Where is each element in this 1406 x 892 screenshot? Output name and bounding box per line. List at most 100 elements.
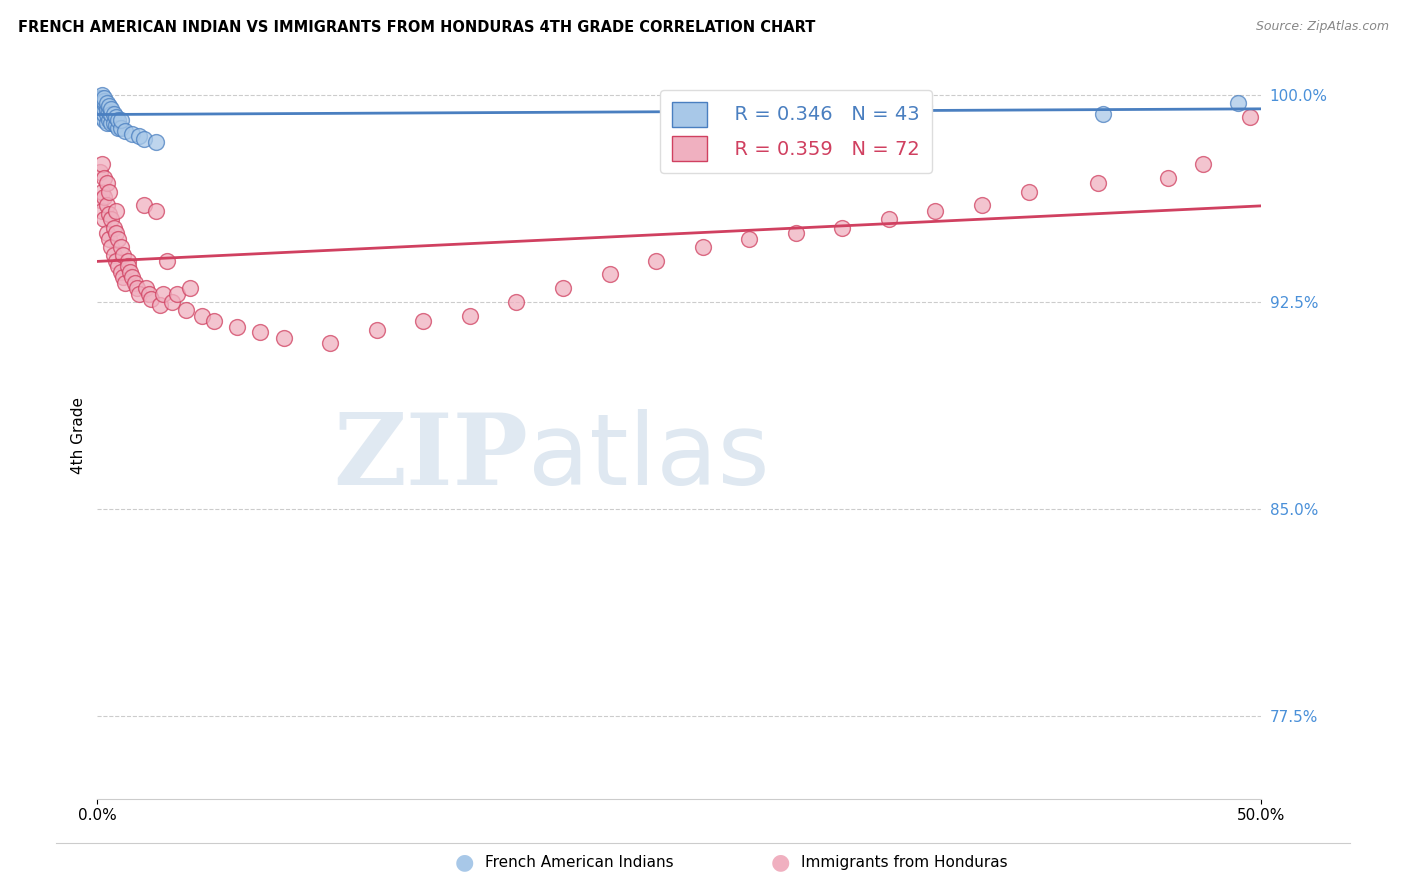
Point <box>93 96 115 111</box>
Point <box>103 220 125 235</box>
Point <box>273 331 295 345</box>
Point <box>91 185 114 199</box>
Point <box>924 204 946 219</box>
Point <box>107 259 129 273</box>
Point <box>98 231 121 245</box>
Point <box>166 286 188 301</box>
Point <box>100 107 122 121</box>
Point <box>103 248 125 262</box>
Point <box>599 268 621 282</box>
Point <box>93 94 115 108</box>
Point <box>100 240 122 254</box>
Text: atlas: atlas <box>529 409 769 506</box>
Point <box>89 165 111 179</box>
Point <box>89 193 111 207</box>
Point <box>96 198 118 212</box>
Point <box>128 286 150 301</box>
Point <box>118 265 141 279</box>
Text: Source: ZipAtlas.com: Source: ZipAtlas.com <box>1256 20 1389 33</box>
Point <box>93 170 115 185</box>
Point <box>100 116 122 130</box>
Point <box>89 91 111 105</box>
Point <box>319 336 342 351</box>
Point <box>93 102 115 116</box>
Point <box>110 112 132 127</box>
Point <box>125 281 148 295</box>
Point <box>128 129 150 144</box>
Point <box>174 303 197 318</box>
Point <box>103 116 125 130</box>
Point <box>110 265 132 279</box>
Point <box>117 253 139 268</box>
Point <box>96 107 118 121</box>
Point <box>107 121 129 136</box>
Point <box>103 107 125 121</box>
Point <box>98 99 121 113</box>
Point <box>149 298 172 312</box>
Point <box>1239 110 1261 124</box>
Point <box>114 276 136 290</box>
Point <box>1087 177 1109 191</box>
Point <box>100 102 122 116</box>
Point <box>89 94 111 108</box>
Point <box>91 94 114 108</box>
Text: FRENCH AMERICAN INDIAN VS IMMIGRANTS FROM HONDURAS 4TH GRADE CORRELATION CHART: FRENCH AMERICAN INDIAN VS IMMIGRANTS FRO… <box>18 20 815 35</box>
Point <box>98 207 121 221</box>
Point <box>96 102 118 116</box>
Point <box>121 127 143 141</box>
Point <box>970 198 993 212</box>
Point <box>138 286 160 301</box>
Point <box>160 295 183 310</box>
Point <box>249 326 271 340</box>
Point <box>110 121 132 136</box>
Point <box>1192 157 1215 171</box>
Point <box>100 212 122 227</box>
Point <box>551 281 574 295</box>
Point <box>91 99 114 113</box>
Point <box>202 314 225 328</box>
Point <box>93 91 115 105</box>
Point <box>912 99 935 113</box>
Point <box>412 314 434 328</box>
Point <box>124 276 146 290</box>
Point <box>179 281 201 295</box>
Point <box>104 204 127 219</box>
Point <box>93 112 115 127</box>
Point <box>785 226 807 240</box>
Point <box>104 119 127 133</box>
Point <box>135 281 157 295</box>
Point <box>738 231 761 245</box>
Point <box>89 104 111 119</box>
Point <box>96 177 118 191</box>
Point <box>93 190 115 204</box>
Point <box>226 319 249 334</box>
Point <box>139 293 162 307</box>
Point <box>104 226 127 240</box>
Point <box>91 204 114 219</box>
Point <box>93 107 115 121</box>
Point <box>1157 170 1180 185</box>
Point <box>91 110 114 124</box>
Point <box>156 253 179 268</box>
Point <box>96 226 118 240</box>
Point <box>96 96 118 111</box>
Point <box>91 104 114 119</box>
Point <box>1227 96 1250 111</box>
Point <box>107 231 129 245</box>
Point <box>366 323 388 337</box>
Point <box>111 248 134 262</box>
Point <box>91 96 114 111</box>
Point <box>1018 185 1040 199</box>
Point <box>117 259 139 273</box>
Point <box>152 286 174 301</box>
Point <box>98 185 121 199</box>
Point <box>132 132 155 146</box>
Point <box>191 309 214 323</box>
Y-axis label: 4th Grade: 4th Grade <box>72 397 86 475</box>
Point <box>831 220 853 235</box>
Point <box>89 99 111 113</box>
Point <box>145 135 167 149</box>
Point <box>111 270 134 285</box>
Point <box>505 295 527 310</box>
Point <box>98 104 121 119</box>
